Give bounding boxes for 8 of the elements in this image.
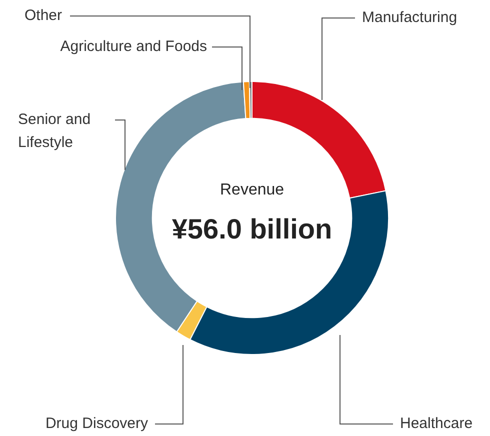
slice-label: Senior and Lifestyle	[18, 111, 91, 152]
text: ¥56.0 billion	[172, 214, 332, 245]
slice-label: Drug Discovery	[45, 415, 148, 432]
slice-label: Healthcare	[400, 415, 473, 432]
text: Revenue	[220, 181, 284, 198]
slice-label: Manufacturing	[362, 9, 458, 26]
slice-label: Agriculture and Foods	[60, 38, 207, 56]
slice-label: Other	[24, 7, 62, 24]
